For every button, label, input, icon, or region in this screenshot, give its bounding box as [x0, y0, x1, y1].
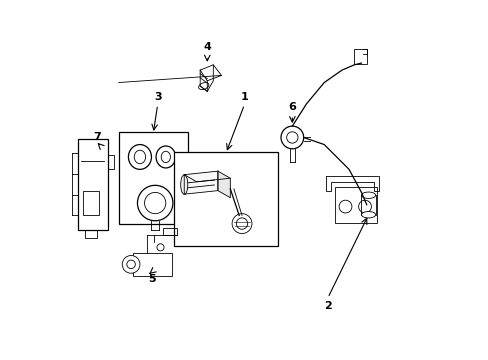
Circle shape	[236, 218, 247, 229]
Circle shape	[286, 132, 297, 143]
Bar	[78, 139, 108, 230]
Text: 1: 1	[240, 92, 248, 102]
Ellipse shape	[128, 145, 151, 169]
Ellipse shape	[156, 146, 175, 168]
Polygon shape	[184, 171, 230, 182]
Bar	[354, 49, 366, 64]
Circle shape	[281, 126, 303, 149]
Text: 2: 2	[323, 301, 331, 311]
Circle shape	[232, 214, 251, 234]
Circle shape	[144, 192, 165, 214]
Ellipse shape	[161, 151, 170, 163]
Text: 3: 3	[154, 92, 161, 102]
Circle shape	[339, 200, 351, 213]
Bar	[334, 187, 377, 222]
Ellipse shape	[361, 212, 375, 218]
Polygon shape	[325, 176, 378, 191]
Ellipse shape	[198, 82, 208, 90]
Text: 4: 4	[203, 42, 211, 52]
Ellipse shape	[181, 175, 187, 194]
Circle shape	[358, 200, 370, 213]
Ellipse shape	[134, 150, 145, 164]
Text: 7: 7	[93, 132, 101, 143]
Circle shape	[137, 185, 173, 221]
Circle shape	[157, 244, 163, 251]
Bar	[173, 152, 278, 246]
Circle shape	[122, 256, 140, 273]
Circle shape	[126, 260, 135, 269]
Bar	[119, 132, 187, 224]
Polygon shape	[218, 171, 230, 198]
Ellipse shape	[361, 192, 375, 198]
Text: 6: 6	[288, 102, 296, 112]
Polygon shape	[184, 171, 218, 194]
Bar	[83, 191, 99, 215]
Bar	[133, 253, 171, 276]
Text: 5: 5	[148, 274, 156, 284]
